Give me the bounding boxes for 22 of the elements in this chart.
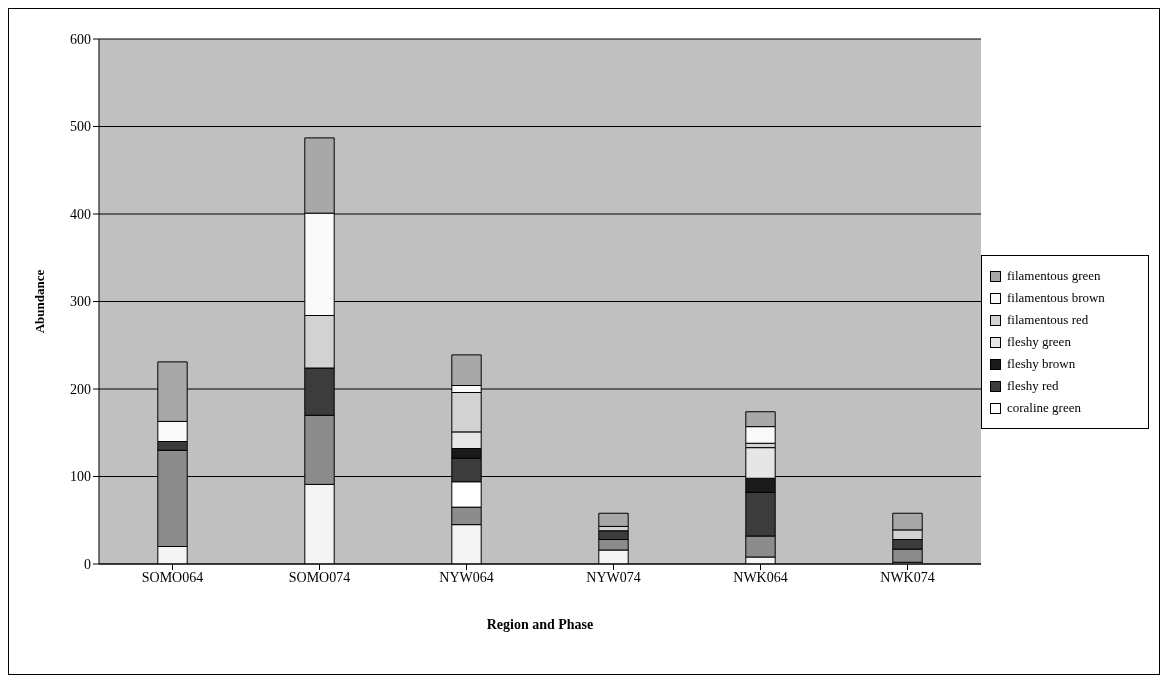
legend-label: coraline green <box>1007 399 1081 416</box>
y-tick-label: 0 <box>84 556 91 572</box>
x-tick-label: NWK064 <box>733 569 788 585</box>
legend-label: fleshy red <box>1007 377 1059 394</box>
y-axis-title: Abundance <box>31 269 47 334</box>
x-tick-label: NYW064 <box>439 569 494 585</box>
legend-label: filamentous brown <box>1007 289 1105 306</box>
y-tick-label: 600 <box>70 31 91 47</box>
x-axis-title: Region and Phase <box>486 617 594 632</box>
y-tick-label: 200 <box>70 381 91 397</box>
legend-label: filamentous red <box>1007 311 1089 328</box>
x-tick-label: NYW074 <box>586 569 641 585</box>
y-tick-label: 300 <box>70 294 91 310</box>
y-tick-label: 100 <box>70 469 91 485</box>
y-tick-label: 500 <box>70 119 91 135</box>
legend-label: fleshy green <box>1007 333 1071 350</box>
legend-label: filamentous green <box>1007 267 1101 284</box>
x-tick-label: SOMO064 <box>141 569 204 585</box>
y-tick-label: 400 <box>70 206 91 222</box>
legend-label: fleshy brown <box>1007 355 1076 372</box>
x-tick-label: NWK074 <box>880 569 935 585</box>
x-tick-label: SOMO074 <box>288 569 351 585</box>
